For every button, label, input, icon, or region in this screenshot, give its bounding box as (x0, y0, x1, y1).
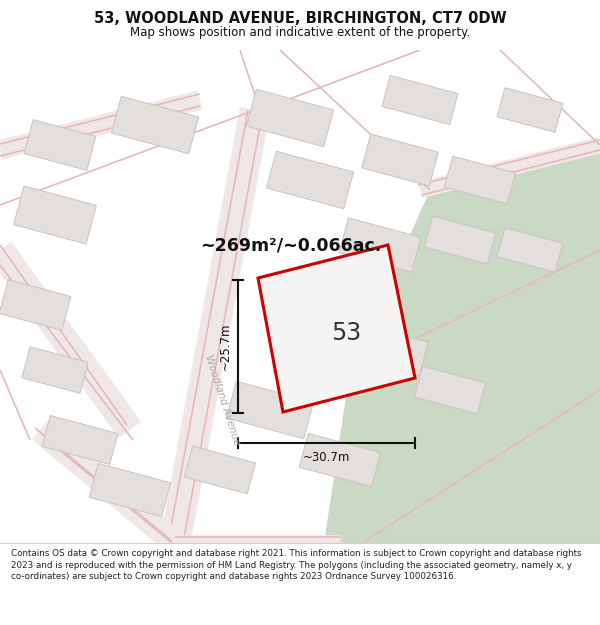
Polygon shape (497, 228, 563, 272)
Polygon shape (24, 119, 96, 171)
Polygon shape (22, 347, 88, 393)
Polygon shape (184, 446, 256, 494)
Polygon shape (14, 186, 97, 244)
Polygon shape (112, 96, 199, 154)
Polygon shape (42, 416, 118, 464)
Text: Contains OS data © Crown copyright and database right 2021. This information is : Contains OS data © Crown copyright and d… (11, 549, 581, 581)
Polygon shape (445, 156, 515, 204)
Polygon shape (226, 381, 314, 439)
Text: Map shows position and indicative extent of the property.: Map shows position and indicative extent… (130, 26, 470, 39)
Text: Woodland Avenue: Woodland Avenue (203, 354, 241, 446)
Polygon shape (415, 366, 485, 414)
Polygon shape (424, 216, 496, 264)
Polygon shape (362, 134, 439, 186)
Text: 53, WOODLAND AVENUE, BIRCHINGTON, CT7 0DW: 53, WOODLAND AVENUE, BIRCHINGTON, CT7 0D… (94, 11, 506, 26)
Text: ~30.7m: ~30.7m (303, 451, 350, 464)
Polygon shape (382, 76, 458, 124)
Polygon shape (0, 279, 71, 331)
Polygon shape (352, 324, 428, 376)
Text: 53: 53 (331, 321, 361, 345)
Polygon shape (339, 218, 421, 272)
Text: ~25.7m: ~25.7m (219, 322, 232, 370)
Polygon shape (266, 151, 353, 209)
Polygon shape (299, 433, 381, 487)
Polygon shape (258, 245, 415, 412)
Polygon shape (320, 145, 600, 570)
Polygon shape (497, 88, 563, 132)
Polygon shape (89, 463, 171, 517)
Polygon shape (247, 89, 334, 147)
Text: ~269m²/~0.066ac.: ~269m²/~0.066ac. (200, 237, 381, 255)
